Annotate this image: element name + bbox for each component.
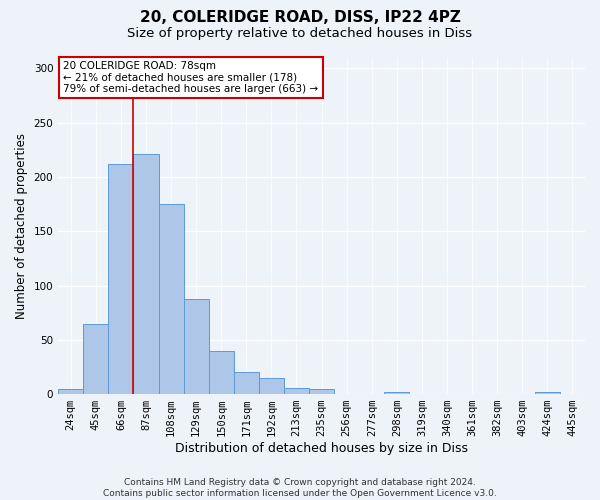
Y-axis label: Number of detached properties: Number of detached properties (15, 133, 28, 319)
Bar (184, 298, 209, 394)
Bar (83, 324, 109, 394)
Bar (133, 154, 158, 394)
Bar (58, 388, 83, 394)
Bar (535, 392, 560, 394)
Bar (259, 378, 284, 394)
Bar (309, 388, 334, 394)
Bar (109, 164, 133, 394)
Text: Size of property relative to detached houses in Diss: Size of property relative to detached ho… (127, 28, 473, 40)
Bar (234, 372, 259, 394)
X-axis label: Distribution of detached houses by size in Diss: Distribution of detached houses by size … (175, 442, 468, 455)
Bar (284, 388, 309, 394)
Bar (158, 204, 184, 394)
Bar (209, 350, 234, 394)
Bar (385, 392, 409, 394)
Text: 20 COLERIDGE ROAD: 78sqm
← 21% of detached houses are smaller (178)
79% of semi-: 20 COLERIDGE ROAD: 78sqm ← 21% of detach… (64, 61, 319, 94)
Text: Contains HM Land Registry data © Crown copyright and database right 2024.
Contai: Contains HM Land Registry data © Crown c… (103, 478, 497, 498)
Text: 20, COLERIDGE ROAD, DISS, IP22 4PZ: 20, COLERIDGE ROAD, DISS, IP22 4PZ (140, 10, 460, 25)
